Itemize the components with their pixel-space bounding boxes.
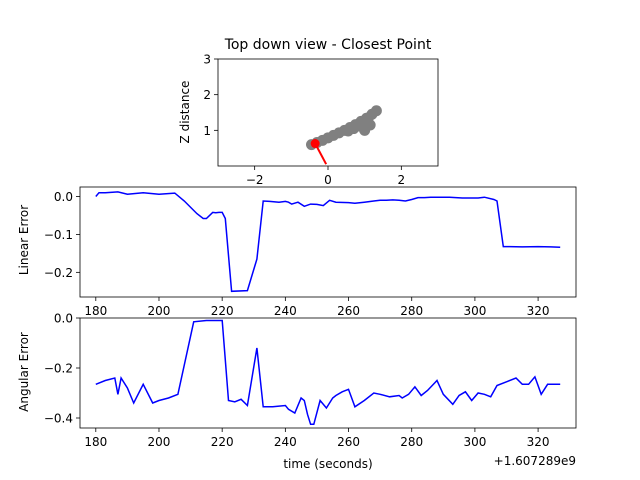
- angular-error-xtick-label: 260: [337, 435, 360, 449]
- angular-error-series-line: [95, 319, 561, 426]
- top-view-xtick-label: 0: [324, 173, 332, 187]
- trail-point: [370, 105, 382, 117]
- linear-error-frame: [79, 186, 577, 298]
- angular-error-xtick-label: 300: [463, 435, 486, 449]
- linear-error-ylabel: Linear Error: [17, 205, 31, 275]
- angular-error-xtick-label: 280: [400, 435, 423, 449]
- top-view-ytick-label: 2: [203, 88, 211, 102]
- linear-error-ytick-label: −0.2: [44, 266, 73, 280]
- linear-error-ytick-label: −0.1: [44, 228, 73, 242]
- linear-error-xtick-label: 200: [148, 304, 171, 318]
- top-view-xtick-label: 2: [398, 173, 406, 187]
- angular-error-xtick-label: 200: [148, 435, 171, 449]
- trail-point: [342, 125, 354, 137]
- linear-error-xtick-label: 220: [211, 304, 234, 318]
- linear-error-xtick-label: 280: [400, 304, 423, 318]
- top-view-ylabel: Z distance: [178, 81, 192, 144]
- top-view-ytick-label: 3: [203, 53, 211, 67]
- linear-error-xtick-label: 300: [463, 304, 486, 318]
- angular-error-ytick-label: −0.2: [44, 362, 73, 376]
- angular-error-xtick-label: 320: [527, 435, 550, 449]
- angular-error-xtick-label: 180: [84, 435, 107, 449]
- top-view-xtick-label: −2: [246, 173, 264, 187]
- angular-error-xtick-label: 240: [274, 435, 297, 449]
- angular-error-xtick-label: 220: [211, 435, 234, 449]
- angular-error-ytick-label: −0.4: [44, 412, 73, 426]
- linear-error-xtick-label: 320: [527, 304, 550, 318]
- trail-point: [364, 119, 376, 131]
- angular-error-frame: [79, 317, 577, 429]
- top-view-plot: [306, 105, 382, 165]
- linear-error-xtick-label: 260: [337, 304, 360, 318]
- angular-error-ylabel: Angular Error: [17, 332, 31, 412]
- x-offset-text: +1.607289e9: [494, 454, 576, 468]
- top-view-ytick-label: 1: [203, 124, 211, 138]
- angular-error-ytick-label: 0.0: [54, 312, 73, 326]
- top-view-title: Top down view - Closest Point: [224, 37, 432, 53]
- linear-error-ytick-label: 0.0: [54, 190, 73, 204]
- current-point: [310, 139, 320, 149]
- time-xlabel: time (seconds): [283, 457, 372, 471]
- linear-error-series-line: [95, 191, 561, 293]
- linear-error-xtick-label: 180: [84, 304, 107, 318]
- top-view-frame: [217, 58, 439, 167]
- linear-error-xtick-label: 240: [274, 304, 297, 318]
